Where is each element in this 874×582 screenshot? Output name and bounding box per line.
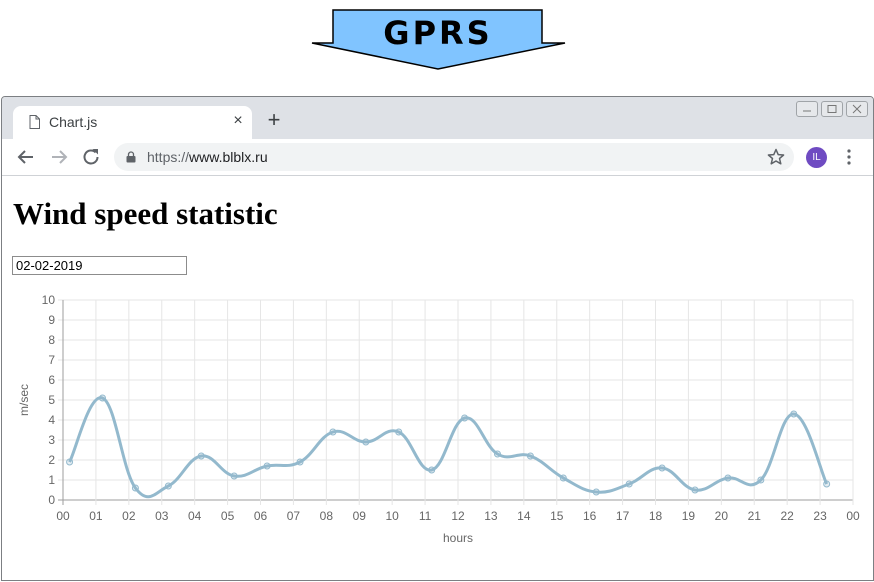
x-tick-label: 18 — [649, 509, 663, 523]
data-point — [790, 410, 798, 418]
tab-chartjs[interactable]: Chart.js × — [13, 106, 252, 139]
minimize-window-button[interactable] — [796, 101, 818, 117]
y-tick-label: 0 — [48, 493, 55, 507]
x-tick-label: 14 — [517, 509, 531, 523]
bookmark-star-icon[interactable] — [766, 147, 786, 167]
y-axis-title: m/sec — [17, 384, 31, 416]
x-tick-label: 00 — [56, 509, 70, 523]
x-tick-label: 12 — [451, 509, 465, 523]
data-point — [592, 488, 600, 496]
data-point — [461, 414, 469, 422]
x-tick-label: 00 — [846, 509, 860, 523]
page-content: Wind speed statistic 0123456789100001020… — [2, 176, 873, 580]
down-arrow-icon — [311, 9, 566, 70]
data-point — [494, 450, 501, 458]
y-tick-label: 4 — [48, 413, 55, 427]
data-point — [197, 452, 205, 460]
data-point — [131, 484, 139, 492]
data-point — [658, 464, 666, 472]
x-tick-label: 01 — [89, 509, 103, 523]
tab-strip: Chart.js × + — [2, 97, 873, 139]
data-point — [395, 428, 403, 436]
x-tick-label: 17 — [616, 509, 630, 523]
y-tick-label: 1 — [48, 473, 55, 487]
data-point — [329, 428, 337, 436]
data-point — [691, 486, 699, 494]
data-point — [428, 466, 436, 474]
data-point — [263, 462, 271, 470]
x-tick-label: 10 — [385, 509, 399, 523]
maximize-window-button[interactable] — [821, 101, 843, 117]
x-tick-label: 15 — [550, 509, 564, 523]
x-tick-label: 08 — [320, 509, 334, 523]
data-point — [230, 472, 238, 480]
profile-avatar[interactable]: IL — [806, 147, 827, 168]
new-tab-button[interactable]: + — [267, 107, 281, 132]
reload-icon[interactable] — [79, 145, 103, 169]
browser-toolbar: https://www.blblx.ru IL — [2, 139, 873, 176]
x-tick-label: 22 — [780, 509, 794, 523]
data-point — [559, 474, 567, 482]
x-tick-label: 23 — [813, 509, 827, 523]
close-window-button[interactable] — [846, 101, 868, 117]
data-point — [724, 474, 732, 482]
data-point — [757, 476, 765, 484]
url-scheme: https:// — [147, 149, 190, 165]
tab-title: Chart.js — [49, 114, 98, 130]
gprs-arrow-banner: GPRS — [0, 0, 874, 95]
x-tick-label: 19 — [682, 509, 696, 523]
y-tick-label: 7 — [48, 353, 55, 367]
url-text: https://www.blblx.ru — [147, 148, 268, 166]
y-tick-label: 2 — [48, 453, 55, 467]
x-tick-label: 20 — [715, 509, 729, 523]
data-point — [823, 480, 831, 488]
y-tick-label: 8 — [48, 333, 55, 347]
y-tick-label: 9 — [48, 313, 55, 327]
x-axis-title: hours — [443, 531, 473, 545]
x-tick-label: 21 — [748, 509, 762, 523]
series-line — [68, 396, 829, 499]
data-point — [66, 458, 74, 466]
back-arrow-icon[interactable] — [14, 145, 38, 169]
y-tick-label: 5 — [48, 393, 55, 407]
lock-icon — [126, 151, 136, 163]
data-point — [99, 394, 106, 402]
page-icon — [29, 115, 40, 129]
data-point — [625, 480, 633, 488]
kebab-menu-icon[interactable] — [842, 148, 856, 166]
close-tab-icon[interactable]: × — [233, 112, 243, 129]
forward-arrow-icon[interactable] — [47, 145, 71, 169]
address-bar[interactable]: https://www.blblx.ru — [114, 143, 794, 171]
x-tick-label: 06 — [254, 509, 268, 523]
x-tick-label: 11 — [419, 509, 432, 523]
gprs-label: GPRS — [383, 14, 493, 52]
x-tick-label: 09 — [353, 509, 367, 523]
x-tick-label: 02 — [122, 509, 136, 523]
data-point — [362, 438, 370, 446]
x-tick-label: 04 — [188, 509, 202, 523]
data-point — [526, 452, 534, 460]
x-tick-label: 16 — [583, 509, 597, 523]
y-tick-label: 10 — [42, 293, 56, 307]
x-tick-label: 05 — [221, 509, 235, 523]
page-title: Wind speed statistic — [13, 196, 278, 231]
y-tick-label: 3 — [48, 433, 55, 447]
data-point — [164, 482, 172, 490]
x-tick-label: 03 — [155, 509, 169, 523]
url-host: www.blblx.ru — [189, 149, 268, 165]
y-tick-label: 6 — [48, 373, 55, 387]
data-point — [296, 458, 304, 466]
x-tick-label: 13 — [484, 509, 498, 523]
x-tick-label: 07 — [287, 509, 301, 523]
date-input[interactable] — [12, 256, 187, 275]
browser-window: Chart.js × + https://www.b — [1, 96, 874, 581]
